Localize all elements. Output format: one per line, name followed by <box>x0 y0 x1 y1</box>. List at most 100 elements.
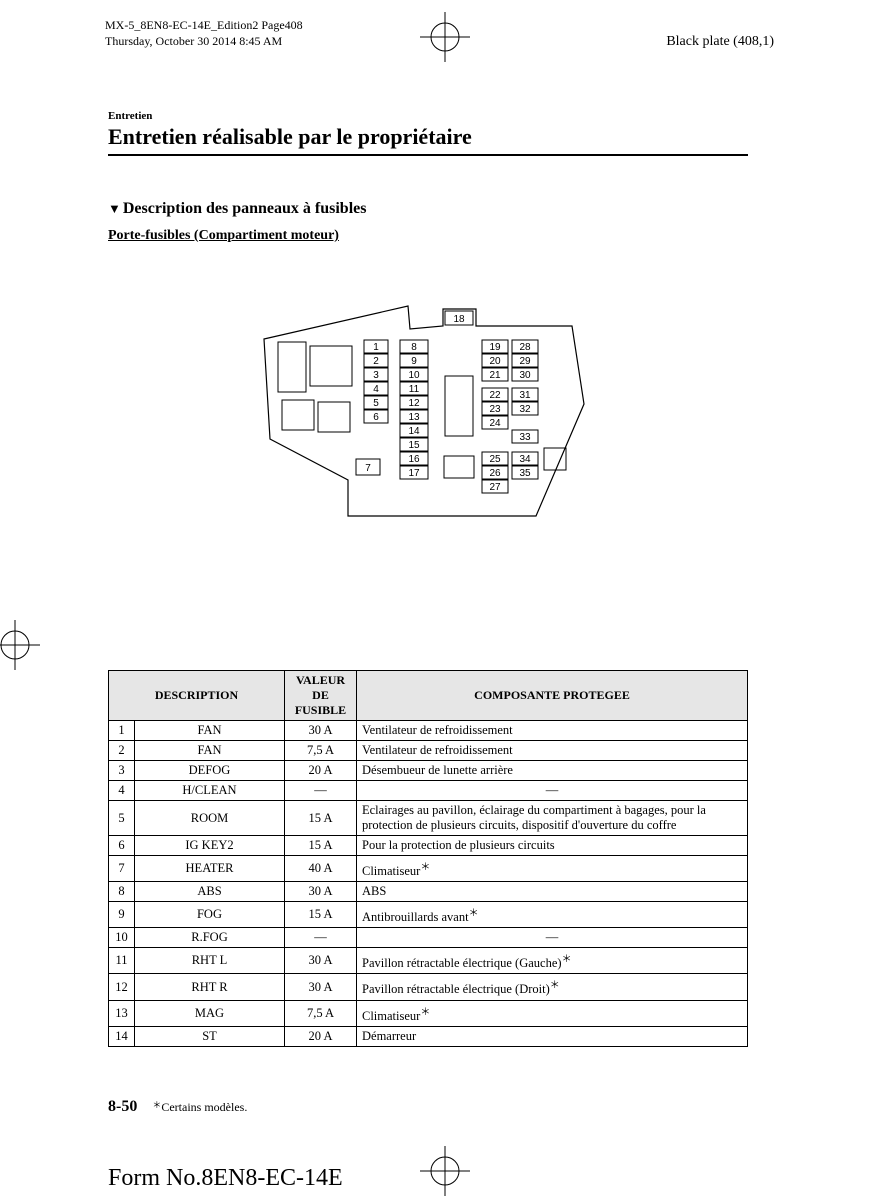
star-icon: ＊ <box>550 980 560 991</box>
fuse-7-label: 7 <box>365 463 371 474</box>
meta-line1: MX-5_8EN8-EC-14E_Edition2 Page408 <box>105 18 303 34</box>
table-row: 12RHT R30 APavillon rétractable électriq… <box>109 974 748 1000</box>
section-label: Entretien <box>108 110 748 122</box>
cell-num: 13 <box>109 1000 135 1026</box>
fuse-label: 29 <box>519 356 531 367</box>
cell-val: 30 A <box>285 948 357 974</box>
table-row: 7HEATER40 AClimatiseur＊ <box>109 856 748 882</box>
black-plate-label: Black plate (408,1) <box>666 34 774 50</box>
fuse-table: DESCRIPTION VALEUR DE FUSIBLE COMPOSANTE… <box>108 670 748 1047</box>
fuse-label: 2 <box>373 356 379 367</box>
fuse-label: 25 <box>489 454 501 465</box>
main-section: Entretien Entretien réalisable par le pr… <box>108 110 748 544</box>
cell-val: ― <box>285 781 357 801</box>
cell-comp: Eclairages au pavillon, éclairage du com… <box>357 801 748 836</box>
cell-val: 30 A <box>285 882 357 902</box>
table-row: 11RHT L30 APavillon rétractable électriq… <box>109 948 748 974</box>
fuse-label: 12 <box>408 398 420 409</box>
fuse-label: 20 <box>489 356 501 367</box>
fuse-label: 4 <box>373 384 379 395</box>
table-row: 14ST20 ADémarreur <box>109 1026 748 1046</box>
cell-comp: Pour la protection de plusieurs circuits <box>357 836 748 856</box>
header-meta: MX-5_8EN8-EC-14E_Edition2 Page408 Thursd… <box>105 18 303 49</box>
fuse-label: 31 <box>519 390 531 401</box>
cell-num: 6 <box>109 836 135 856</box>
fuse-label: 33 <box>519 432 531 443</box>
cell-desc: FAN <box>135 741 285 761</box>
meta-line2: Thursday, October 30 2014 8:45 AM <box>105 34 303 50</box>
cell-comp: Pavillon rétractable électrique (Droit)＊ <box>357 974 748 1000</box>
table-row: 4H/CLEAN―― <box>109 781 748 801</box>
sub-title: Porte-fusibles (Compartiment moteur) <box>108 228 748 244</box>
fuse-label: 8 <box>411 342 417 353</box>
fuse-label: 34 <box>519 454 531 465</box>
cell-val: 30 A <box>285 974 357 1000</box>
cell-comp: Antibrouillards avant＊ <box>357 902 748 928</box>
cell-val: 20 A <box>285 1026 357 1046</box>
cell-val: ― <box>285 928 357 948</box>
table-row: 5ROOM15 AEclairages au pavillon, éclaira… <box>109 801 748 836</box>
star-icon: ＊ <box>469 908 479 919</box>
cell-num: 2 <box>109 741 135 761</box>
cell-desc: H/CLEAN <box>135 781 285 801</box>
cell-desc: FOG <box>135 902 285 928</box>
page-number: 8-50 <box>108 1098 137 1115</box>
cell-desc: MAG <box>135 1000 285 1026</box>
cell-num: 5 <box>109 801 135 836</box>
table-row: 3DEFOG20 ADésembueur de lunette arrière <box>109 761 748 781</box>
cell-val: 7,5 A <box>285 1000 357 1026</box>
table-row: 13MAG7,5 AClimatiseur＊ <box>109 1000 748 1026</box>
fuse-label: 14 <box>408 426 420 437</box>
cell-num: 14 <box>109 1026 135 1046</box>
cell-desc: ROOM <box>135 801 285 836</box>
cell-desc: FAN <box>135 721 285 741</box>
crop-mark-top <box>420 12 470 62</box>
fuse-label: 22 <box>489 390 501 401</box>
fuse-label: 21 <box>489 370 501 381</box>
fuse-label: 1 <box>373 342 379 353</box>
star-icon: ＊ <box>420 862 430 873</box>
triangle-icon: ▼ <box>108 201 121 216</box>
table-row: 9FOG15 AAntibrouillards avant＊ <box>109 902 748 928</box>
cell-val: 40 A <box>285 856 357 882</box>
cell-val: 15 A <box>285 836 357 856</box>
cell-val: 15 A <box>285 902 357 928</box>
fuse-label: 19 <box>489 342 501 353</box>
fuse-label: 28 <box>519 342 531 353</box>
th-description: DESCRIPTION <box>109 671 285 721</box>
cell-comp: ABS <box>357 882 748 902</box>
table-row: 10R.FOG―― <box>109 928 748 948</box>
cell-comp: Climatiseur＊ <box>357 856 748 882</box>
fuse-label: 13 <box>408 412 420 423</box>
fuse-label: 23 <box>489 404 501 415</box>
footnote-star-icon: ＊ <box>152 1100 161 1110</box>
fuse-label: 30 <box>519 370 531 381</box>
section-title: Entretien réalisable par le propriétaire <box>108 124 748 156</box>
table-row: 6IG KEY215 APour la protection de plusie… <box>109 836 748 856</box>
cell-num: 4 <box>109 781 135 801</box>
cell-num: 7 <box>109 856 135 882</box>
fuse-label: 11 <box>409 384 420 395</box>
footnote-text: Certains modèles. <box>161 1100 247 1114</box>
cell-num: 11 <box>109 948 135 974</box>
th-valeur: VALEUR DE FUSIBLE <box>285 671 357 721</box>
description-title: ▼Description des panneaux à fusibles <box>108 200 748 218</box>
cell-num: 10 <box>109 928 135 948</box>
cell-num: 8 <box>109 882 135 902</box>
cell-val: 20 A <box>285 761 357 781</box>
fuse-label: 10 <box>408 370 420 381</box>
table-row: 1FAN30 AVentilateur de refroidissement <box>109 721 748 741</box>
cell-comp: Climatiseur＊ <box>357 1000 748 1026</box>
cell-comp: Désembueur de lunette arrière <box>357 761 748 781</box>
fuse-label: 35 <box>519 468 531 479</box>
cell-num: 12 <box>109 974 135 1000</box>
cell-desc: RHT R <box>135 974 285 1000</box>
cell-comp: ― <box>357 928 748 948</box>
page-footer: 8-50 ＊Certains modèles. <box>108 1098 247 1116</box>
table-row: 8ABS30 AABS <box>109 882 748 902</box>
cell-comp: Démarreur <box>357 1026 748 1046</box>
crop-mark-bottom <box>420 1146 470 1196</box>
fuse-label: 32 <box>519 404 531 415</box>
form-number: Form No.8EN8-EC-14E <box>108 1165 343 1192</box>
fuse-label: 15 <box>408 440 420 451</box>
